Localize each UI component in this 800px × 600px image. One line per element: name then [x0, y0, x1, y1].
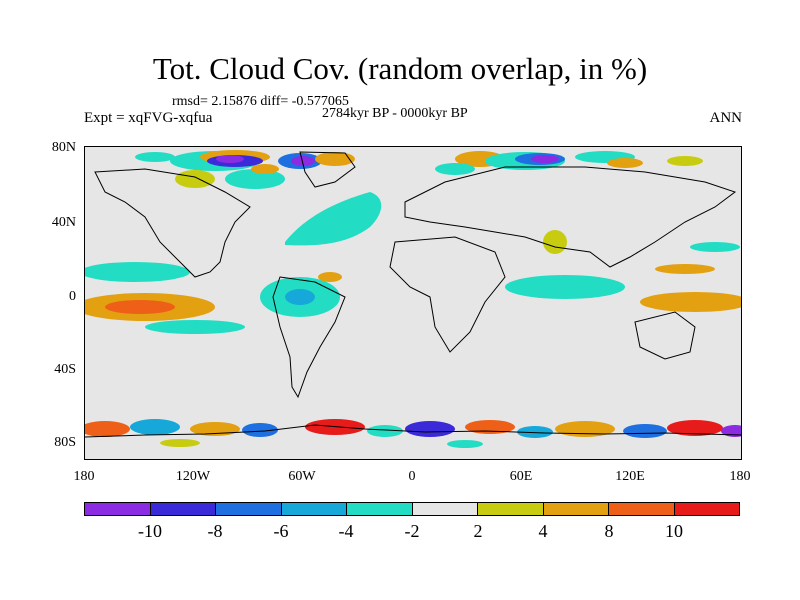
- lon-tick-60w: 60W: [288, 469, 316, 484]
- colorbar-label: 4: [538, 521, 548, 541]
- colorbar-label: -10: [138, 521, 162, 541]
- lat-tick-80n: 80N: [51, 140, 76, 155]
- lat-tick-0: 0: [69, 289, 76, 304]
- colorbar-label: 8: [604, 521, 614, 541]
- colorbar-label: -8: [207, 521, 223, 541]
- colorbar-label: -2: [404, 521, 420, 541]
- anomaly-map: [85, 147, 741, 459]
- north-atlantic-anomaly: [285, 192, 382, 246]
- colorbar-label: -6: [273, 521, 289, 541]
- lon-tick-120w: 120W: [175, 469, 211, 484]
- experiment-label: Expt = xqFVG-xqfua: [84, 110, 213, 126]
- lat-tick-40s: 40S: [54, 362, 76, 377]
- colorbar-segment: [543, 503, 609, 515]
- colorbar-segment: [412, 503, 478, 515]
- colorbar-segment: [150, 503, 216, 515]
- coastlines: [85, 151, 741, 438]
- lat-tick-40n: 40N: [51, 215, 76, 230]
- colorbar-segment: [478, 503, 544, 515]
- lon-tick-180w: 180: [73, 469, 95, 484]
- season-label: ANN: [709, 110, 743, 126]
- lon-tick-180e: 180: [729, 469, 751, 484]
- lon-tick-60e: 60E: [509, 469, 533, 484]
- colorbar-segment: [347, 503, 413, 515]
- colorbar-label: -4: [338, 521, 354, 541]
- colorbar-segment: [281, 503, 347, 515]
- colorbar-segment: [85, 503, 151, 515]
- colorbar-segment: [216, 503, 282, 515]
- lon-tick-0: 0: [408, 469, 416, 484]
- colorbar-segment: [609, 503, 675, 515]
- colorbar-label: 10: [665, 521, 683, 541]
- map-panel: [84, 146, 742, 460]
- colorbar-segment: [674, 503, 739, 515]
- colorbar-label: 2: [473, 521, 483, 541]
- arctic-anomalies: [135, 150, 703, 189]
- stats-text: rmsd= 2.15876 diff= -0.577065: [172, 94, 349, 109]
- chart-title: Tot. Cloud Cov. (random overlap, in %): [152, 51, 648, 86]
- lon-tick-120e: 120E: [615, 469, 645, 484]
- period-text: 2784kyr BP - 0000kyr BP: [322, 106, 468, 121]
- lat-tick-80s: 80S: [54, 435, 76, 450]
- colorbar: [84, 502, 740, 516]
